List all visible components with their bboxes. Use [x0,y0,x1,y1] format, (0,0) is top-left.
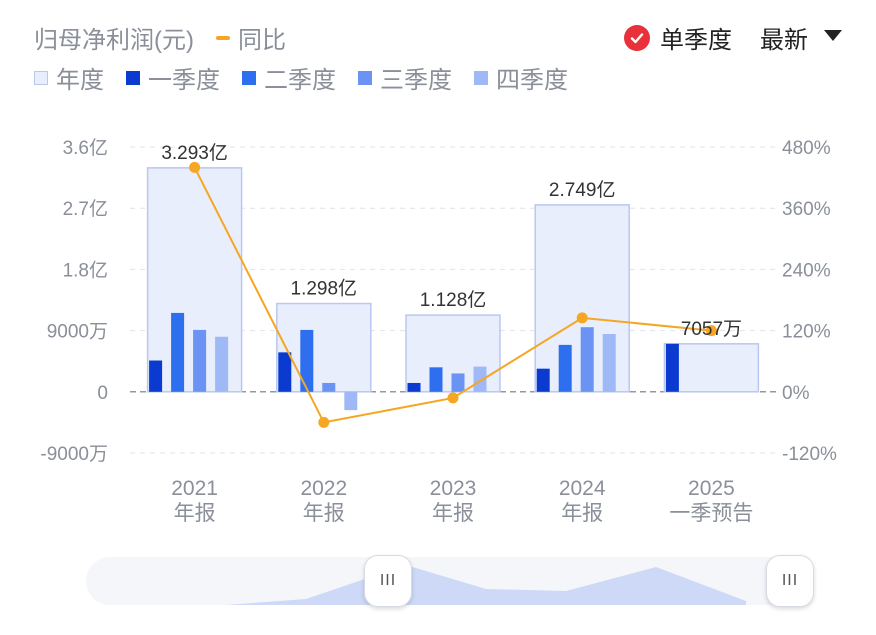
slider-minimap [226,565,746,605]
legend-yoy[interactable]: 同比 [215,20,286,55]
legend-q2[interactable]: 二季度 [242,60,336,95]
y-left-tick-label: 9000万 [47,322,108,343]
y-left-tick-label: 3.6亿 [63,137,108,159]
quarter-bar [278,352,292,392]
chart-canvas: 3.293亿 1.298亿 1.128亿 2.749亿 7057万 3.6亿 2.7亿 1.… [40,137,837,525]
chart-controls: 单季度 最新 [624,20,842,55]
period-dropdown[interactable]: 最新 [760,27,808,54]
quarter-bar [344,391,358,411]
x-tick-label: 2025 [688,477,735,500]
legend-swatch-q3 [358,70,372,85]
quarter-bar [171,312,185,392]
y-left-tick-label: 1.8亿 [63,259,108,281]
legend-q3[interactable]: 三季度 [358,60,452,95]
quarter-bar [451,373,465,392]
x-tick-label: 2023 [430,477,477,500]
quarter-bar [473,366,487,392]
annual-value-label: 2.749亿 [549,179,616,201]
x-tick-label: 2024 [559,477,606,500]
quarter-bar [580,327,594,392]
legend-series: 年度 一季度 二季度 三季度 四季度 [34,60,590,95]
quarter-bar [536,368,550,392]
x-tick-label: 2022 [300,477,347,500]
x-tick-label: 年报 [303,502,345,525]
chart-title: 归母净利润(元) [34,27,194,54]
yoy-point [318,416,330,428]
legend-q4[interactable]: 四季度 [474,60,568,95]
x-tick-label: 2021 [171,477,218,500]
y-right-tick-label: 480% [782,138,831,159]
legend-swatch-annual [34,70,48,85]
x-tick-label: 年报 [561,502,603,525]
legend-label-q3: 三季度 [380,67,452,94]
y-right-tick-label: 240% [782,260,831,281]
legend-swatch-q1 [126,70,140,85]
x-tick-label: 年报 [432,502,474,525]
yoy-point [447,392,459,404]
quarter-bar [300,329,314,392]
annual-bar [663,343,760,393]
x-tick-label: 年报 [174,502,216,525]
y-left-tick-label: 2.7亿 [63,198,108,220]
quarter-bar [429,367,443,392]
quarter-bar [193,329,207,392]
quarter-bar [215,336,229,392]
check-circle-icon[interactable] [624,24,650,51]
annual-value-label: 1.298亿 [291,278,358,300]
single-quarter-toggle[interactable]: 单季度 [660,27,732,54]
y-right-tick-label: 120% [782,322,831,343]
slider-right-handle[interactable]: III [766,555,814,607]
annual-value-label: 1.128亿 [420,289,487,311]
quarter-bar [558,344,572,392]
yoy-point [705,325,717,337]
caret-down-icon[interactable] [824,30,842,41]
slider-left-handle[interactable]: III [364,555,412,607]
legend-q1[interactable]: 一季度 [126,60,220,95]
legend-label-q1: 一季度 [148,67,220,94]
y-left-tick-label: 0 [97,383,108,404]
annual-value-label: 7057万 [681,319,742,340]
quarter-bar [407,382,421,392]
range-slider-track[interactable] [86,557,812,605]
legend-swatch-q4 [474,70,488,85]
legend-yoy-label: 同比 [237,27,286,54]
annual-bar [276,302,372,393]
legend-line-swatch [215,35,230,40]
y-right-tick-label: -120% [782,444,837,465]
legend-label-q2: 二季度 [264,67,336,94]
legend-annual[interactable]: 年度 [34,60,104,95]
quarter-bar [149,360,163,392]
legend-label-q4: 四季度 [496,67,568,94]
legend-label-annual: 年度 [56,67,104,94]
yoy-point [189,161,201,173]
y-right-tick-label: 0% [782,383,810,404]
quarter-bar [322,382,336,392]
y-left-tick-label: -9000万 [40,444,108,465]
y-right-tick-label: 360% [782,199,831,220]
quarter-bar [602,334,616,392]
x-tick-label: 一季预告 [669,502,753,525]
quarter-bar [665,343,679,392]
legend-swatch-q2 [242,70,256,85]
yoy-point [576,312,588,324]
annual-value-label: 3.293亿 [161,142,228,164]
legend-top: 归母净利润(元) 同比 [34,20,308,55]
